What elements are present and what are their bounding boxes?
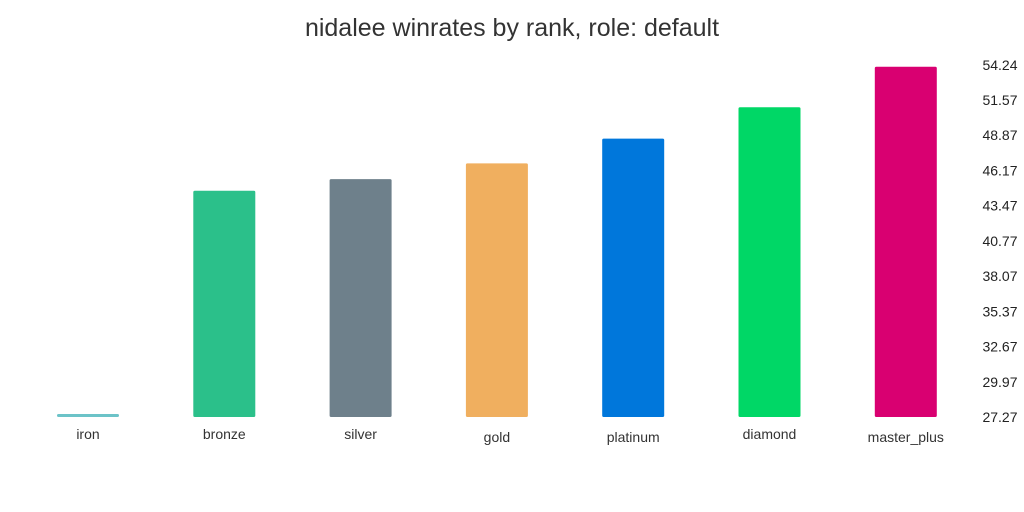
y-tick-label: 54.24 [982,57,1017,73]
category-label-bronze: bronze [203,426,246,442]
bar-bronze [193,190,256,417]
bar-iron [57,414,119,417]
bar-silver [329,179,392,417]
y-axis-ticks: 54.24 51.57 48.87 46.17 43.47 40.77 38.07 35.37… [982,57,1017,425]
bar-master-plus [874,66,937,418]
y-tick-label: 29.97 [982,374,1017,390]
y-tick-label: 48.87 [982,127,1017,143]
category-label-platinum: platinum [607,429,660,445]
y-tick-label: 43.47 [982,198,1017,214]
y-tick-label: 38.07 [982,268,1017,284]
category-labels: iron bronze silver gold platinum diamond maste… [76,426,944,445]
category-label-silver: silver [344,426,377,442]
category-label-iron: iron [76,426,99,442]
category-label-gold: gold [484,429,510,445]
y-tick-label: 46.17 [982,162,1017,178]
chart-title: nidalee winrates by rank, role: default [305,14,719,42]
bar-gold [465,163,528,417]
bar-diamond [738,107,801,418]
bar-platinum [602,138,665,417]
y-tick-label: 32.67 [982,339,1017,355]
y-tick-label: 51.57 [982,92,1017,108]
category-label-diamond: diamond [743,426,797,442]
y-tick-label: 27.27 [982,409,1017,425]
bars-group [57,66,937,418]
y-tick-label: 35.37 [982,303,1017,319]
y-tick-label: 40.77 [982,233,1017,249]
category-label-master-plus: master_plus [868,429,944,445]
